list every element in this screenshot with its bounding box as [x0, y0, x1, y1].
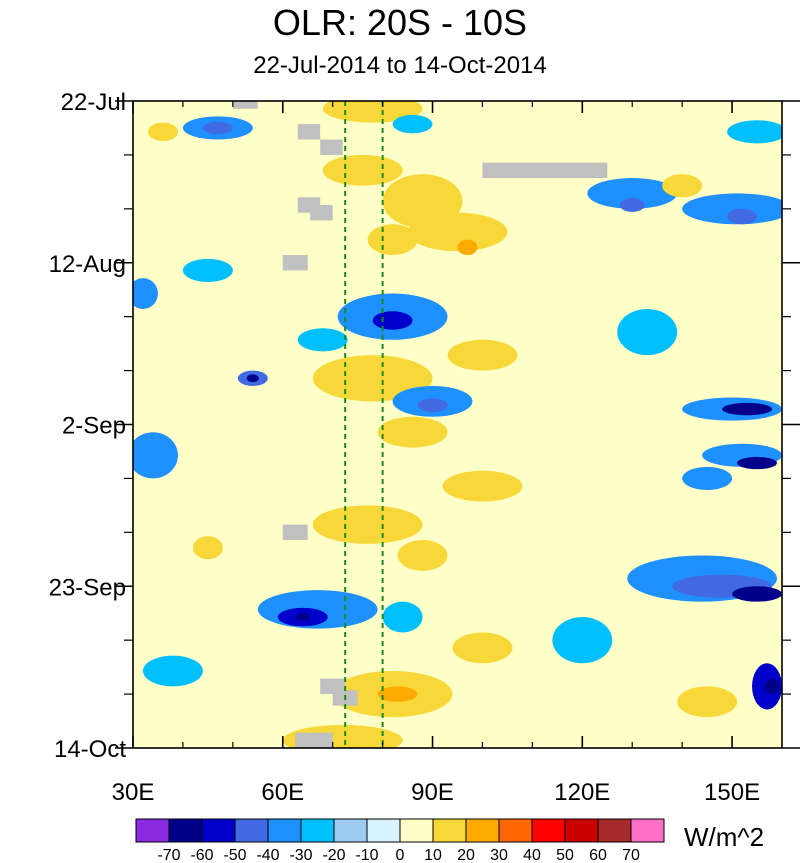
y-tick-label-2: 2-Sep	[62, 413, 126, 440]
colorbar-box-1	[168, 818, 203, 843]
colorbar-box-6	[333, 818, 368, 843]
anomaly-region-26	[377, 416, 448, 448]
y-tick-label-1: 12-Aug	[49, 251, 126, 278]
y-tick-label-4: 14-Oct	[54, 736, 126, 763]
colorbar-label-13: 60	[589, 847, 607, 863]
anomaly-region-51	[764, 678, 780, 695]
contour-layer	[133, 101, 782, 748]
x-tick-label-1: 60E	[261, 779, 304, 806]
anomaly-region-20	[297, 328, 348, 352]
colorbar-label-10: 30	[490, 847, 508, 863]
colorbar-label-9: 20	[457, 847, 475, 863]
colorbar-label-1: -60	[190, 847, 213, 863]
anomaly-region-33	[737, 456, 778, 470]
anomaly-region-16	[133, 278, 158, 309]
anomaly-region-12	[682, 193, 782, 225]
anomaly-region-55	[552, 617, 613, 664]
anomaly-region-22	[246, 374, 259, 383]
colorbar-label-4: -30	[289, 847, 312, 863]
anomaly-region-23	[312, 355, 433, 402]
colorbar-box-3	[234, 818, 269, 843]
colorbar-label-14: 70	[622, 847, 640, 863]
x-tick-label-2: 90E	[411, 779, 454, 806]
colorbar-label-8: 10	[424, 847, 442, 863]
anomaly-region-45	[452, 632, 513, 664]
chart-title: OLR: 20S - 10S	[272, 2, 528, 43]
anomaly-region-47	[377, 686, 418, 702]
colorbar-units-label: W/m^2	[684, 822, 765, 852]
missing-data-patch-7	[282, 524, 308, 541]
anomaly-region-14	[727, 120, 782, 144]
x-tick-label-4: 150E	[704, 779, 760, 806]
colorbar-box-14	[597, 818, 632, 843]
anomaly-region-7	[407, 212, 508, 252]
anomaly-region-49	[142, 655, 203, 687]
anomaly-region-19	[372, 311, 413, 330]
anomaly-region-25	[417, 398, 448, 413]
colorbar-box-15	[630, 818, 665, 843]
missing-data-patch-10	[295, 732, 333, 748]
y-tick-label-3: 23-Sep	[49, 574, 126, 601]
colorbar-box-10	[465, 818, 500, 843]
missing-data-patch-6	[282, 255, 308, 271]
anomaly-region-54	[617, 308, 678, 356]
colorbar-box-4	[267, 818, 302, 843]
anomaly-region-2	[202, 121, 233, 135]
anomaly-region-31	[722, 402, 773, 416]
anomaly-region-52	[677, 686, 738, 718]
anomaly-region-0	[147, 122, 178, 142]
anomaly-region-9	[367, 224, 418, 256]
colorbar-box-9	[432, 818, 467, 843]
anomaly-region-17	[182, 258, 233, 283]
colorbar-label-6: -10	[355, 847, 378, 863]
anomaly-region-5	[322, 154, 403, 186]
colorbar-box-0	[135, 818, 170, 843]
colorbar-label-0: -70	[157, 847, 180, 863]
anomaly-region-3	[322, 101, 423, 123]
x-tick-label-3: 120E	[554, 779, 610, 806]
anomaly-region-41	[382, 601, 423, 633]
anomaly-region-27	[447, 339, 518, 371]
colorbar-label-7: 0	[396, 847, 405, 863]
anomaly-region-37	[397, 540, 448, 571]
colorbar-box-11	[498, 818, 533, 843]
missing-data-patch-0	[232, 101, 258, 109]
anomaly-region-53	[192, 536, 223, 560]
colorbar-box-12	[531, 818, 566, 843]
colorbar-label-12: 50	[556, 847, 574, 863]
colorbar-box-7	[366, 818, 401, 843]
y-tick-label-0: 22-Jul	[61, 89, 126, 116]
anomaly-region-35	[442, 470, 523, 502]
colorbar-box-13	[564, 818, 599, 843]
colorbar-label-11: 40	[523, 847, 541, 863]
anomaly-region-36	[312, 505, 423, 544]
anomaly-region-8	[457, 239, 478, 256]
anomaly-region-34	[682, 466, 733, 490]
missing-data-patch-3	[482, 162, 608, 179]
anomaly-region-29	[137, 453, 168, 473]
colorbar-box-5	[300, 818, 335, 843]
colorbar-label-3: -40	[256, 847, 279, 863]
missing-data-patch-1	[297, 124, 321, 140]
anomaly-region-15	[662, 174, 703, 198]
colorbar-box-8	[399, 818, 434, 843]
missing-data-patch-5	[310, 204, 333, 221]
x-tick-label-0: 30E	[112, 779, 155, 806]
colorbar-label-2: -50	[223, 847, 246, 863]
anomaly-region-13	[727, 208, 758, 225]
missing-data-patch-2	[320, 139, 343, 155]
anomaly-region-40	[295, 613, 311, 621]
anomaly-region-10	[587, 178, 678, 209]
colorbar-label-5: -20	[322, 847, 345, 863]
anomaly-region-44	[732, 586, 782, 602]
anomaly-region-11	[619, 198, 645, 212]
colorbar-box-2	[201, 818, 236, 843]
anomaly-region-4	[392, 114, 433, 134]
chart-subtitle: 22-Jul-2014 to 14-Oct-2014	[253, 52, 547, 79]
